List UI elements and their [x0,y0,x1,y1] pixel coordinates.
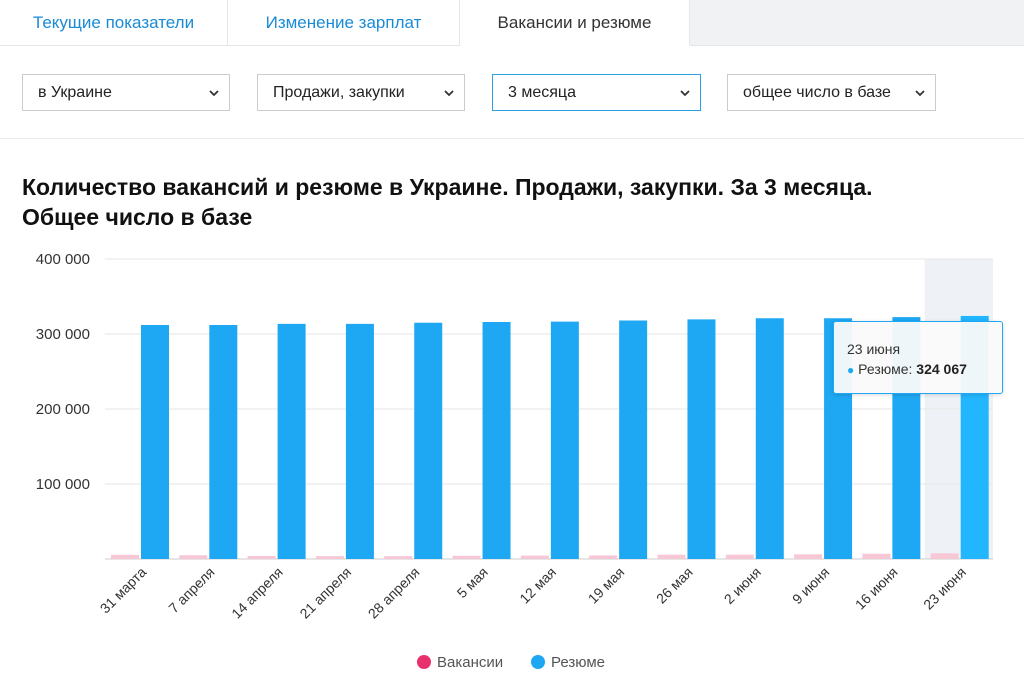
legend-resumes-icon [531,655,545,669]
vacancies-bar [930,553,959,559]
period-select[interactable]: 3 месяца [492,74,701,111]
tab-bar: Текущие показатели Изменение зарплат Вак… [0,0,1024,46]
vacancies-bar [657,554,686,559]
resumes-bar [755,318,784,559]
resumes-bar [619,320,648,559]
tooltip-value-row: ● Резюме: 324 067 [847,359,1002,380]
resumes-bar [345,323,374,559]
filter-bar: в Украине Продажи, закупки 3 месяца обще… [0,46,1024,139]
x-tick-label: 31 марта [97,564,150,617]
vacancies-bar [247,556,276,559]
resumes-bar [550,321,579,559]
tooltip-value: 324 067 [916,361,967,377]
x-tick-label: 2 июня [721,564,764,607]
tab-current-indicators[interactable]: Текущие показатели [0,0,228,46]
legend-resumes-label: Резюме [551,654,605,671]
x-tick-label: 23 июня [920,564,969,613]
chart-title: Количество вакансий и резюме в Украине. … [22,172,1012,232]
tab-salary-change[interactable]: Изменение зарплат [228,0,460,46]
chevron-down-icon [915,90,925,97]
vacancies-bar [794,554,823,559]
y-tick-label: 400 000 [36,251,90,268]
bar-chart: 400 000 300 000 200 000 100 000 31 марта 7 ап… [36,251,993,671]
x-tick-label: 7 апреля [165,564,217,616]
x-tick-label: 26 мая [653,564,696,607]
y-tick-label: 200 000 [36,401,90,418]
legend-vacancies-icon [417,655,431,669]
chart-tooltip: 23 июня ● Резюме: 324 067 [833,321,1003,394]
vacancies-bar [725,554,754,559]
x-tick-label: 12 мая [516,564,559,607]
x-tick-label: 28 апреля [365,564,423,622]
chevron-down-icon [444,90,454,97]
x-tick-label: 14 апреля [228,564,286,622]
tab-vacancies-resumes[interactable]: Вакансии и резюме [460,0,690,46]
x-tick-label: 9 июня [789,564,832,607]
x-tick-label: 21 апреля [296,564,354,622]
resumes-bar [687,319,716,559]
vacancies-bar [315,556,344,559]
resumes-bar [482,322,511,559]
x-tick-label: 19 мая [585,564,628,607]
period-select-value: 3 месяца [508,83,576,101]
resumes-bar [209,325,238,559]
chart-title-line-2: Общее число в базе [22,204,253,230]
vacancies-bar [384,556,413,559]
metric-select-value: общее число в базе [743,83,891,101]
category-select[interactable]: Продажи, закупки [257,74,465,111]
region-select-value: в Украине [38,83,112,101]
resumes-bar [141,325,169,559]
resume-dot-icon: ● [847,363,855,377]
y-tick-label: 100 000 [36,476,90,493]
resumes-bar [414,322,443,559]
resumes-bar [277,323,306,559]
metric-select[interactable]: общее число в базе [727,74,936,111]
x-tick-label: 5 мая [454,564,491,601]
chevron-down-icon [680,90,690,97]
chevron-down-icon [209,90,219,97]
legend-vacancies-label: Вакансии [437,654,503,671]
vacancies-bar [179,555,208,559]
x-tick-label: 16 июня [852,564,901,613]
vacancies-bar [589,555,618,559]
vacancies-bar [520,555,549,559]
vacancies-bar [452,555,481,559]
tooltip-date: 23 июня [847,341,901,357]
chart-title-line-1: Количество вакансий и резюме в Украине. … [22,174,873,200]
tab-bar-filler [690,0,1024,46]
tooltip-series-label: Резюме: [858,361,913,377]
y-tick-label: 300 000 [36,326,90,343]
region-select[interactable]: в Украине [22,74,230,111]
category-select-value: Продажи, закупки [273,83,405,101]
vacancies-bar [862,553,891,559]
vacancies-bar [111,554,139,559]
